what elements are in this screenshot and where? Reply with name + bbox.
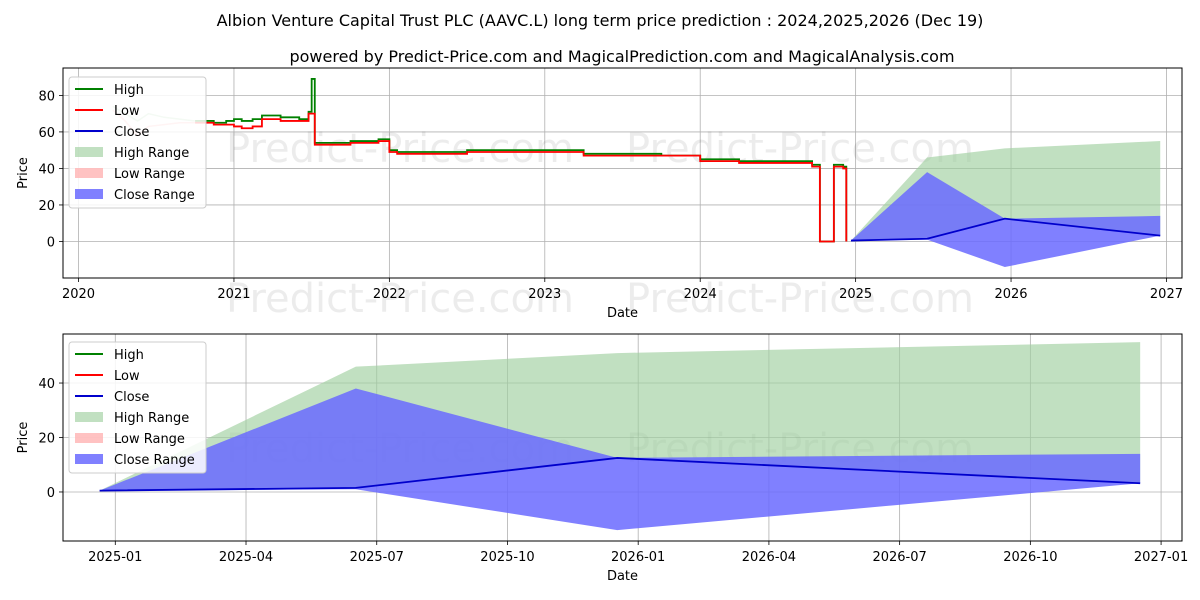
x-tick-label: 2025-04 — [219, 550, 273, 565]
watermark-text: Predict-Price.com — [626, 276, 974, 322]
legend-label-high: High — [114, 83, 144, 98]
chart-subtitle: powered by Predict-Price.com and Magical… — [289, 47, 954, 66]
legend-swatch-low-range — [75, 168, 103, 178]
legend-label-high-range: High Range — [114, 411, 189, 426]
x-tick-label: 2025-10 — [480, 550, 534, 565]
y-tick-label: 80 — [38, 89, 55, 104]
legend-label-close: Close — [114, 390, 149, 405]
close-range-area — [99, 388, 1141, 531]
x-tick-label: 2021 — [217, 287, 250, 302]
legend-box — [68, 76, 207, 209]
y-axis-label: Price — [16, 157, 31, 189]
watermark-text: Predict-Price.com — [226, 126, 574, 172]
legend-swatch-high-range — [75, 412, 103, 422]
x-tick-label: 2027-01 — [1134, 550, 1188, 565]
x-tick-label: 2025 — [839, 287, 872, 302]
legend: High Low Close High Range Low Range Close Ran… — [68, 341, 207, 474]
legend-label-high: High — [114, 348, 144, 363]
y-tick-label: 20 — [38, 199, 55, 214]
y-tick-label: 20 — [38, 432, 55, 447]
plot-frame — [62, 67, 1183, 279]
chart-title: Albion Venture Capital Trust PLC (AAVC.L… — [217, 11, 984, 30]
plot-frame — [62, 333, 1183, 542]
x-tick-label: 2020 — [62, 287, 95, 302]
legend-box — [68, 341, 207, 474]
x-tick-label: 2026 — [994, 287, 1027, 302]
watermark-text: Predict-Price.com — [626, 126, 974, 172]
x-tick-label: 2026-07 — [872, 550, 926, 565]
y-tick-label: 40 — [38, 162, 55, 177]
legend-swatch-close-range — [75, 189, 103, 199]
x-axis-label: Date — [607, 306, 638, 321]
x-tick-label: 2022 — [373, 287, 406, 302]
legend-label-low-range: Low Range — [114, 432, 185, 447]
y-tick-label: 0 — [47, 235, 55, 250]
legend-swatch-high-range — [75, 147, 103, 157]
x-tick-label: 2025-07 — [350, 550, 404, 565]
legend: High Low Close High Range Low Range Close Ran… — [68, 76, 207, 209]
plot-area — [112, 78, 1161, 268]
overview-chart-panel: 2020 2021 2022 2023 2024 2025 2026 2027 0 20 40 60 8… — [16, 67, 1183, 322]
x-tick-label: 2026-01 — [611, 550, 665, 565]
x-tick-label: 2023 — [528, 287, 561, 302]
y-tick-label: 0 — [47, 486, 55, 501]
x-tick-label: 2026-10 — [1003, 550, 1057, 565]
forecast-zoom-chart-panel: 2025-01 2025-04 2025-07 2025-10 2026-01 2026-… — [16, 333, 1188, 584]
x-axis-label: Date — [607, 569, 638, 584]
close-forecast-line — [99, 457, 1141, 492]
legend-label-close-range: Close Range — [114, 188, 195, 203]
legend-label-close: Close — [114, 125, 149, 140]
low-history-line — [195, 112, 848, 243]
x-tick-label: 2025-01 — [88, 550, 142, 565]
y-axis-label: Price — [16, 422, 31, 454]
legend-label-low: Low — [114, 369, 140, 384]
x-tick-label: 2027 — [1150, 287, 1183, 302]
plot-area — [99, 342, 1141, 531]
legend-swatch-close-range — [75, 454, 103, 464]
close-forecast-line — [850, 217, 1161, 242]
legend-label-close-range: Close Range — [114, 453, 195, 468]
watermark-text: Predict-Price.com — [226, 276, 574, 322]
legend-swatch-low-range — [75, 433, 103, 443]
legend-label-low-range: Low Range — [114, 167, 185, 182]
legend-label-low: Low — [114, 104, 140, 119]
x-tick-label: 2024 — [684, 287, 717, 302]
x-tick-label: 2026-04 — [742, 550, 796, 565]
y-tick-label: 60 — [38, 126, 55, 141]
y-tick-label: 40 — [38, 377, 55, 392]
legend-label-high-range: High Range — [114, 146, 189, 161]
